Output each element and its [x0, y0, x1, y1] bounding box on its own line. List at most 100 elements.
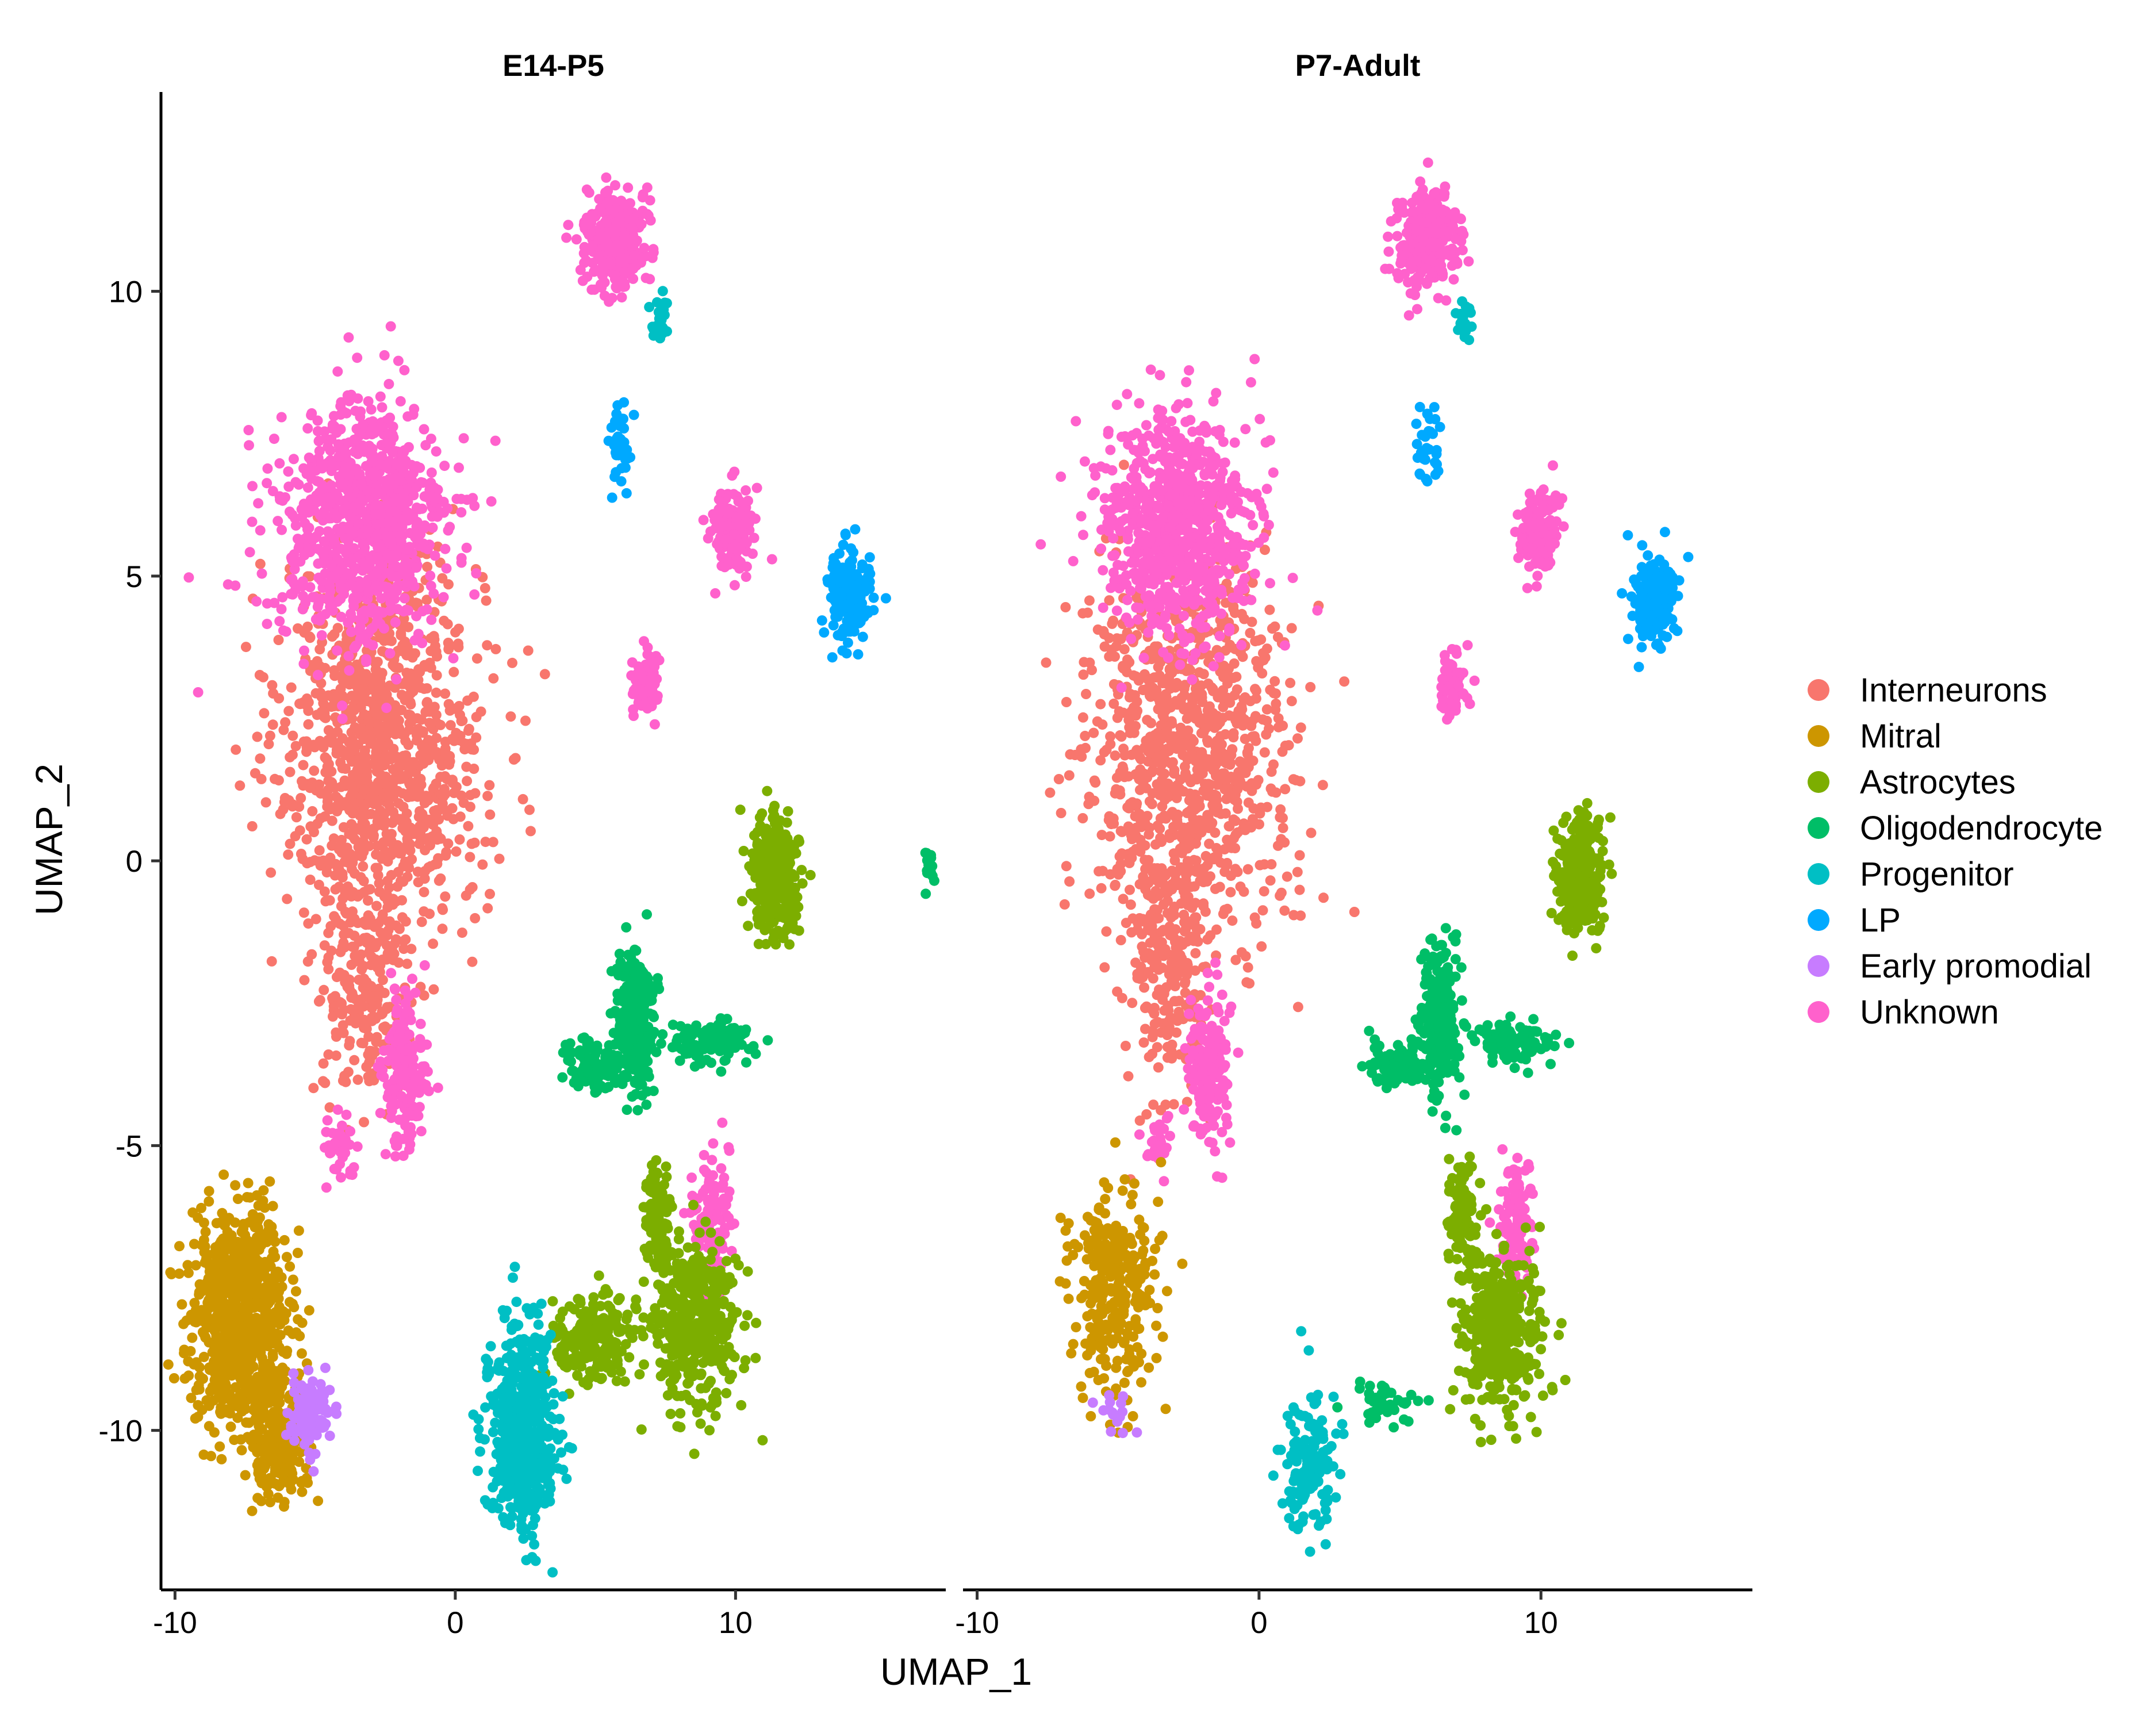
cell-point — [285, 838, 296, 849]
cell-point — [299, 645, 309, 656]
cell-point — [287, 801, 298, 812]
cell-point — [325, 571, 336, 582]
cell-point — [395, 396, 406, 407]
cell-point — [291, 812, 302, 823]
cell-point — [289, 1302, 300, 1313]
cell-point — [376, 1009, 387, 1020]
cell-point — [399, 593, 410, 604]
cell-point — [390, 561, 401, 572]
cell-point — [638, 674, 649, 685]
cell-point — [286, 554, 297, 565]
cell-point — [397, 895, 407, 906]
cell-point — [312, 476, 323, 486]
cell-point — [381, 438, 392, 448]
cell-point — [760, 871, 771, 882]
cell-point — [398, 944, 409, 954]
cell-point — [727, 470, 738, 481]
cell-point — [356, 964, 367, 975]
cell-point — [301, 501, 312, 511]
cell-point — [383, 536, 394, 547]
cell-point — [416, 917, 427, 927]
cell-point — [669, 1371, 679, 1382]
cell-point — [401, 808, 412, 819]
cell-point — [318, 698, 329, 709]
cell-point — [736, 896, 747, 907]
cell-point — [320, 1078, 331, 1088]
cell-point — [411, 825, 421, 835]
cell-point — [508, 754, 519, 765]
cell-point — [358, 674, 369, 685]
cell-point — [375, 1107, 386, 1118]
cell-point — [319, 536, 329, 547]
cell-point — [382, 948, 393, 959]
cell-point — [461, 542, 472, 553]
cell-point — [401, 604, 412, 615]
cell-point — [431, 446, 442, 457]
cell-point — [672, 1294, 682, 1305]
cell-point — [462, 776, 473, 787]
cell-point — [443, 699, 454, 710]
cell-point — [332, 645, 343, 656]
cell-point — [456, 927, 467, 938]
cell-point — [324, 1431, 335, 1442]
cell-point — [346, 608, 356, 619]
cell-point — [201, 1318, 212, 1329]
cell-point — [361, 1023, 372, 1034]
cell-point — [384, 1033, 395, 1044]
cell-point — [629, 250, 640, 261]
cell-point — [276, 604, 287, 615]
cell-point — [239, 1402, 250, 1413]
cell-point — [397, 788, 408, 799]
cell-point — [358, 1038, 369, 1049]
cell-point — [200, 1241, 210, 1252]
cell-point — [352, 690, 363, 701]
cell-point — [386, 1101, 397, 1111]
cell-point — [387, 447, 398, 458]
cell-point — [416, 1126, 427, 1137]
cell-point — [391, 995, 402, 1005]
cell-point — [189, 1359, 200, 1370]
cell-point — [298, 591, 308, 601]
cell-point — [439, 461, 450, 471]
cell-point — [312, 818, 323, 829]
cell-point — [312, 495, 323, 506]
cell-point — [340, 533, 350, 544]
cell-point — [236, 1434, 246, 1445]
cell-point — [279, 796, 290, 807]
cell-point — [313, 558, 324, 569]
cell-point — [276, 412, 287, 423]
cell-point — [419, 960, 430, 971]
cell-point — [422, 561, 433, 572]
cell-point — [624, 198, 635, 209]
cell-point — [285, 1261, 296, 1272]
cell-point — [675, 1408, 686, 1419]
cell-point — [640, 686, 651, 697]
cell-point — [335, 480, 346, 490]
cell-point — [440, 688, 451, 699]
cell-point — [234, 1284, 245, 1295]
cell-point — [404, 724, 415, 735]
cell-point — [214, 1441, 225, 1452]
cell-point — [750, 513, 761, 524]
cell-point — [410, 987, 421, 998]
cell-point — [298, 736, 309, 747]
cell-point — [695, 1281, 706, 1291]
cell-point — [189, 1239, 200, 1249]
cell-point — [480, 837, 491, 848]
cell-point — [316, 611, 327, 622]
cell-point — [322, 957, 333, 968]
cell-point — [319, 940, 330, 951]
cell-point — [232, 1194, 243, 1204]
cell-point — [616, 292, 627, 303]
cell-point — [338, 504, 349, 515]
cell-point — [388, 421, 398, 432]
cell-point — [421, 604, 432, 615]
cell-point — [391, 493, 401, 504]
cell-point — [252, 1389, 263, 1400]
cell-point — [196, 1202, 206, 1213]
cell-point — [688, 1358, 699, 1369]
cell-point — [285, 766, 296, 777]
cell-point — [675, 1422, 686, 1433]
cell-point — [367, 443, 378, 454]
cell-point — [317, 463, 328, 474]
